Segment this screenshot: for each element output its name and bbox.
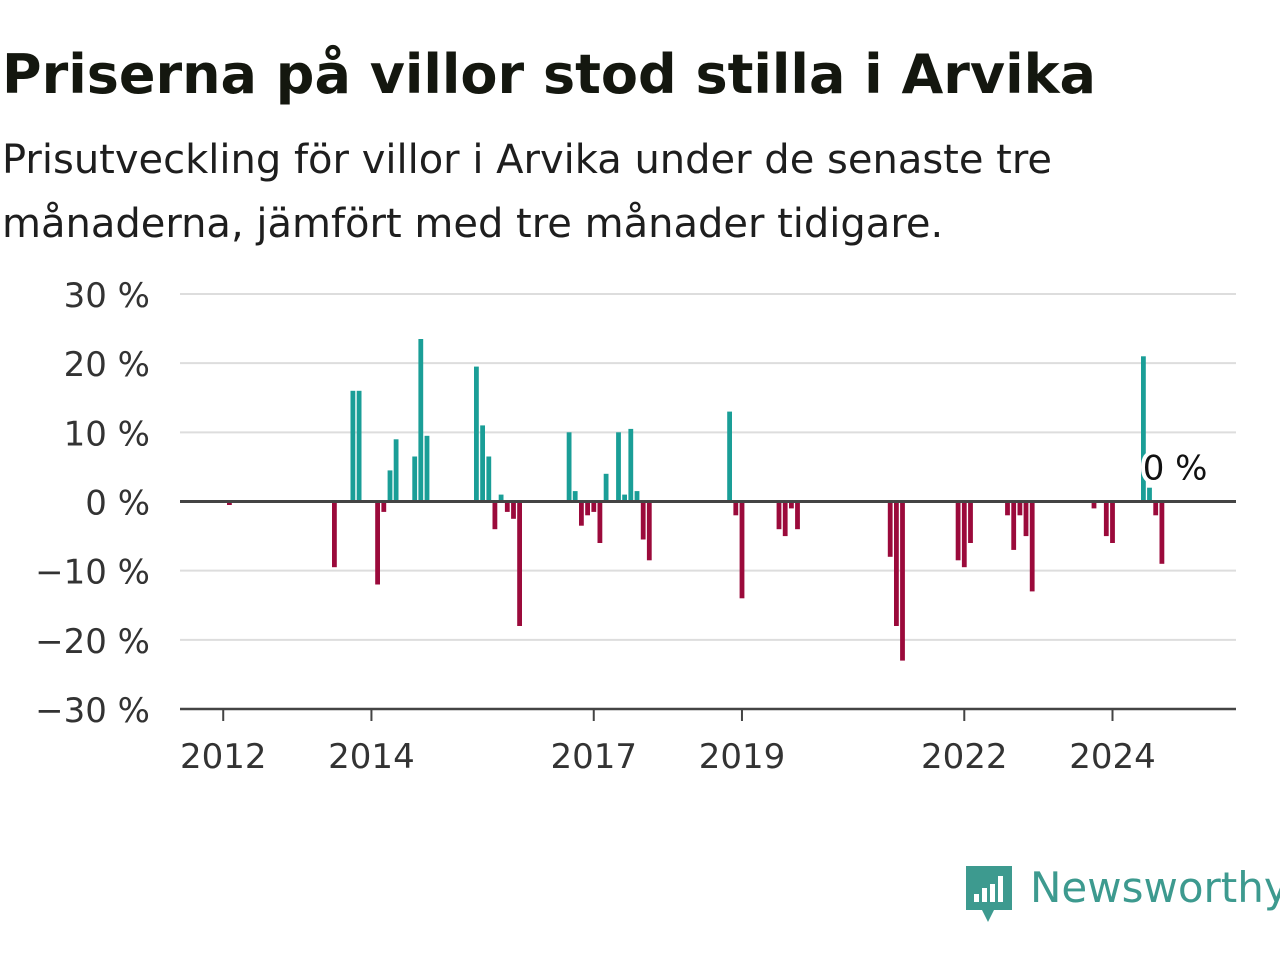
bar [1011, 501, 1017, 550]
bar [1147, 487, 1152, 502]
bar [1103, 501, 1109, 537]
bar [776, 501, 782, 530]
bar [480, 425, 485, 502]
bar [961, 501, 967, 568]
chart-title: Priserna på villor stod stilla i Arvika [2, 43, 1096, 106]
bar [640, 501, 646, 540]
chart-subtitle: Prisutveckling för villor i Arvika under… [2, 137, 1053, 247]
bar-chart: 30 % 20 % 10 % 0 % −10 % −20 % −30 % 2012 2014 20… [35, 276, 1236, 777]
bar [795, 501, 800, 530]
bar [887, 501, 893, 557]
bar [474, 366, 479, 502]
bar [727, 411, 732, 502]
bar [356, 390, 362, 502]
bar [1017, 501, 1023, 516]
bar [968, 501, 973, 543]
y-tick-label: −20 % [35, 622, 150, 662]
bar [504, 501, 510, 512]
bar [572, 491, 578, 502]
bar [634, 491, 640, 502]
bar [332, 501, 337, 568]
bar [1005, 501, 1010, 516]
bar [418, 339, 424, 502]
y-tick-label: 10 % [64, 414, 150, 454]
bar [603, 473, 609, 502]
bar [381, 501, 387, 512]
bar [585, 501, 590, 516]
bar [1029, 501, 1035, 592]
bar [900, 501, 905, 661]
bar [789, 501, 794, 509]
bar [628, 428, 634, 502]
bar [387, 470, 393, 502]
y-tick-label: 30 % [64, 276, 150, 316]
y-tick-label: 0 % [85, 484, 150, 524]
bar [616, 432, 621, 502]
bar [375, 501, 380, 585]
bar [733, 501, 739, 516]
y-tick-label: 20 % [64, 345, 150, 385]
bar [1023, 501, 1029, 537]
bar [350, 390, 356, 502]
newsworthy-logo: Newsworthy [964, 864, 1280, 926]
x-tick-label: 2017 [550, 737, 637, 777]
x-tick-label: 2012 [180, 737, 267, 777]
bar [412, 456, 418, 502]
bar [498, 494, 504, 502]
bar [894, 501, 899, 626]
bar [1153, 501, 1159, 516]
x-tick-label: 2019 [699, 737, 786, 777]
bar [566, 432, 572, 502]
bar [393, 439, 399, 502]
bar [739, 501, 745, 599]
bar [486, 456, 492, 502]
bar [597, 501, 603, 543]
x-tick-label: 2024 [1069, 737, 1156, 777]
annotation-label: 0 % [1143, 449, 1208, 489]
brand-name: Newsworthy [1030, 863, 1280, 912]
bar [517, 501, 522, 626]
bar [227, 501, 232, 505]
bar [955, 501, 961, 561]
newsworthy-logo-icon [966, 866, 1012, 922]
bar [782, 501, 788, 537]
gridlines [180, 293, 1236, 641]
x-tick-label: 2014 [328, 737, 415, 777]
bar [579, 501, 584, 526]
y-tick-label: −10 % [35, 553, 150, 593]
bar [424, 435, 430, 502]
bar [1159, 501, 1165, 564]
y-tick-label: −30 % [35, 691, 150, 731]
bar [646, 501, 652, 561]
bar [1091, 501, 1097, 509]
x-tick-label: 2022 [921, 737, 1008, 777]
bar [492, 501, 498, 530]
bar [622, 494, 627, 502]
bar [1110, 501, 1115, 543]
bar [511, 501, 516, 519]
bar [1141, 356, 1146, 502]
bar [591, 501, 597, 512]
axes [180, 500, 1236, 721]
bars [227, 339, 1165, 661]
labels: 30 % 20 % 10 % 0 % −10 % −20 % −30 % 2012 2014 20… [35, 276, 1211, 777]
